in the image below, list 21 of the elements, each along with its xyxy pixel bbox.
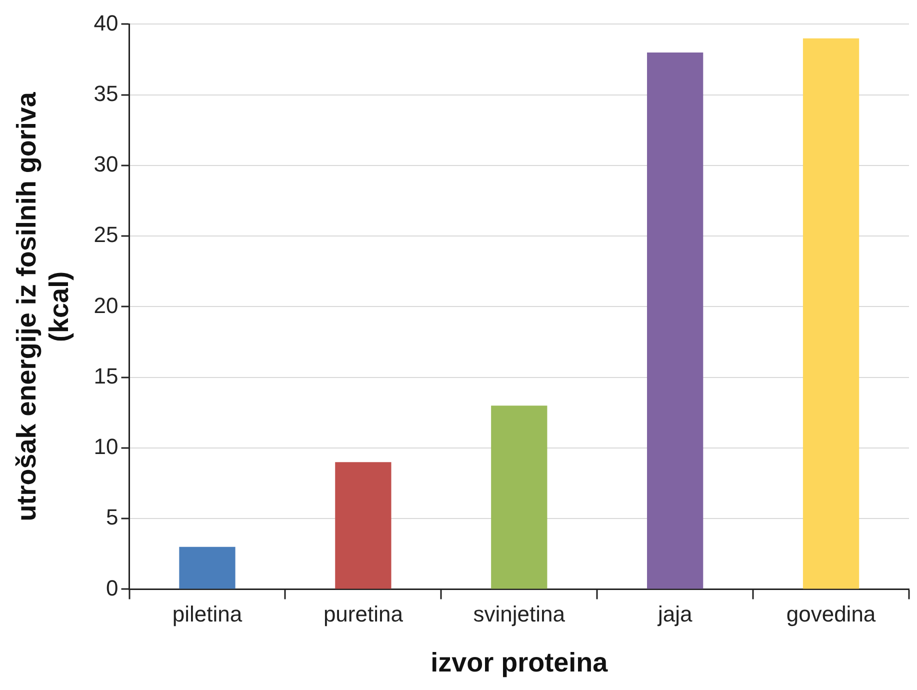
bar: [491, 406, 548, 589]
y-tick-label: 5: [106, 504, 118, 530]
y-tick-label: 0: [106, 575, 118, 600]
x-tick-label: svinjetina: [473, 601, 566, 626]
y-tick-label: 10: [94, 434, 118, 460]
bar: [335, 462, 392, 589]
y-tick-label: 25: [94, 222, 118, 248]
y-tick-label: 20: [94, 292, 118, 318]
y-tick-label: 15: [94, 363, 118, 388]
bar: [179, 546, 236, 589]
x-axis-title: izvor proteina: [430, 647, 609, 678]
y-axis-title: utrošak energije iz fosilnih goriva (kcal): [12, 91, 74, 522]
y-tick-label: 30: [94, 152, 118, 177]
x-tick-label: govedina: [786, 601, 876, 626]
x-tick-label: jaja: [656, 601, 693, 626]
bar: [802, 38, 860, 589]
y-tick-label: 35: [94, 80, 118, 106]
y-tick-label: 40: [94, 10, 118, 36]
x-tick-label: puretina: [323, 601, 404, 626]
bar: [647, 52, 704, 589]
x-tick-label: piletina: [172, 601, 243, 626]
